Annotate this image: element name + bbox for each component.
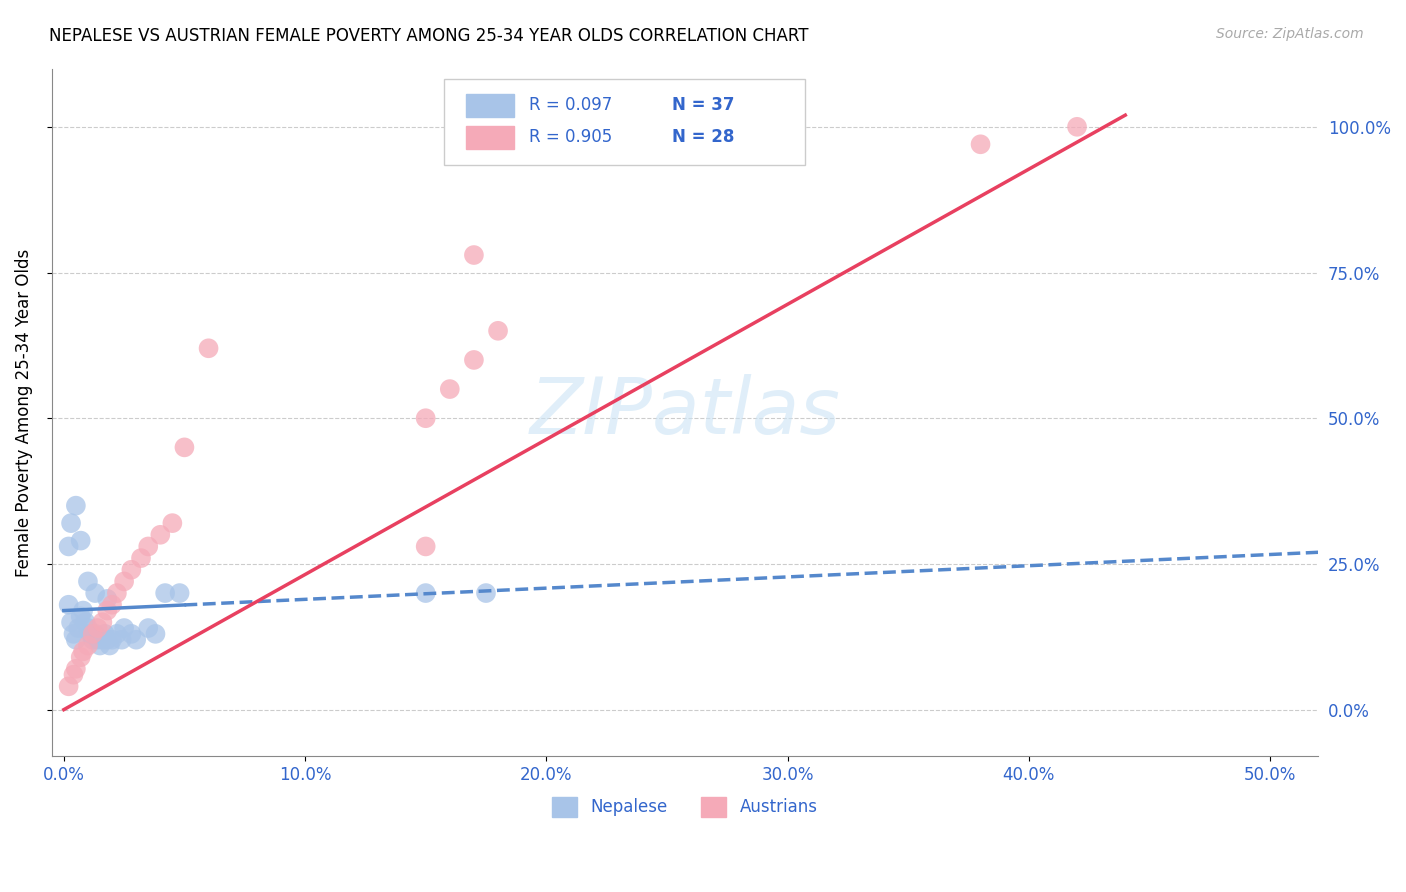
Point: [82, 627, 104, 641]
Point: [67, 621, 90, 635]
Point: [415, 411, 437, 425]
Point: [77, 621, 100, 635]
Point: [60, 516, 83, 530]
Bar: [465, 127, 515, 149]
Point: [415, 540, 437, 554]
Point: [75, 615, 97, 630]
Point: [136, 621, 159, 635]
Point: [84, 586, 107, 600]
Legend: Nepalese, Austrians: Nepalese, Austrians: [546, 790, 824, 823]
Point: [62, 627, 84, 641]
Point: [72, 644, 94, 658]
Point: [463, 248, 485, 262]
Point: [84, 627, 107, 641]
Text: Source: ZipAtlas.com: Source: ZipAtlas.com: [1216, 27, 1364, 41]
Point: [120, 563, 142, 577]
Point: [162, 516, 184, 530]
Point: [91, 615, 114, 630]
Point: [96, 603, 118, 617]
Point: [86, 632, 108, 647]
Point: [101, 632, 124, 647]
Point: [105, 586, 128, 600]
Point: [82, 632, 104, 647]
Point: [69, 533, 91, 548]
Text: R = 0.905: R = 0.905: [529, 128, 613, 146]
Point: [77, 574, 100, 589]
Point: [169, 586, 191, 600]
Point: [125, 632, 148, 647]
Point: [415, 586, 437, 600]
Point: [96, 591, 118, 606]
Point: [136, 540, 159, 554]
Point: [969, 137, 991, 152]
Point: [101, 598, 124, 612]
Point: [475, 586, 498, 600]
Point: [112, 621, 135, 635]
FancyBboxPatch shape: [444, 78, 806, 165]
Point: [65, 499, 87, 513]
Text: ZIPatlas: ZIPatlas: [530, 375, 841, 450]
Point: [79, 627, 101, 641]
Point: [173, 441, 195, 455]
Point: [69, 609, 91, 624]
Point: [96, 632, 118, 647]
Text: NEPALESE VS AUSTRIAN FEMALE POVERTY AMONG 25-34 YEAR OLDS CORRELATION CHART: NEPALESE VS AUSTRIAN FEMALE POVERTY AMON…: [49, 27, 808, 45]
Point: [65, 662, 87, 676]
Point: [69, 650, 91, 665]
Point: [197, 341, 219, 355]
Point: [94, 627, 117, 641]
Point: [153, 586, 176, 600]
Point: [120, 627, 142, 641]
Point: [149, 528, 172, 542]
Point: [58, 598, 80, 612]
Point: [91, 632, 114, 647]
Point: [58, 540, 80, 554]
Y-axis label: Female Poverty Among 25-34 Year Olds: Female Poverty Among 25-34 Year Olds: [15, 248, 32, 576]
Point: [112, 574, 135, 589]
Text: N = 28: N = 28: [672, 128, 735, 146]
Point: [463, 353, 485, 368]
Bar: [465, 94, 515, 117]
Point: [60, 615, 83, 630]
Point: [486, 324, 509, 338]
Point: [72, 603, 94, 617]
Text: N = 37: N = 37: [672, 96, 735, 114]
Point: [86, 621, 108, 635]
Text: R = 0.097: R = 0.097: [529, 96, 613, 114]
Point: [77, 639, 100, 653]
Point: [129, 551, 152, 566]
Point: [58, 679, 80, 693]
Point: [1066, 120, 1088, 134]
Point: [65, 632, 87, 647]
Point: [111, 632, 134, 647]
Point: [89, 639, 111, 653]
Point: [145, 627, 167, 641]
Point: [439, 382, 461, 396]
Point: [98, 639, 121, 653]
Point: [62, 667, 84, 681]
Point: [105, 627, 128, 641]
